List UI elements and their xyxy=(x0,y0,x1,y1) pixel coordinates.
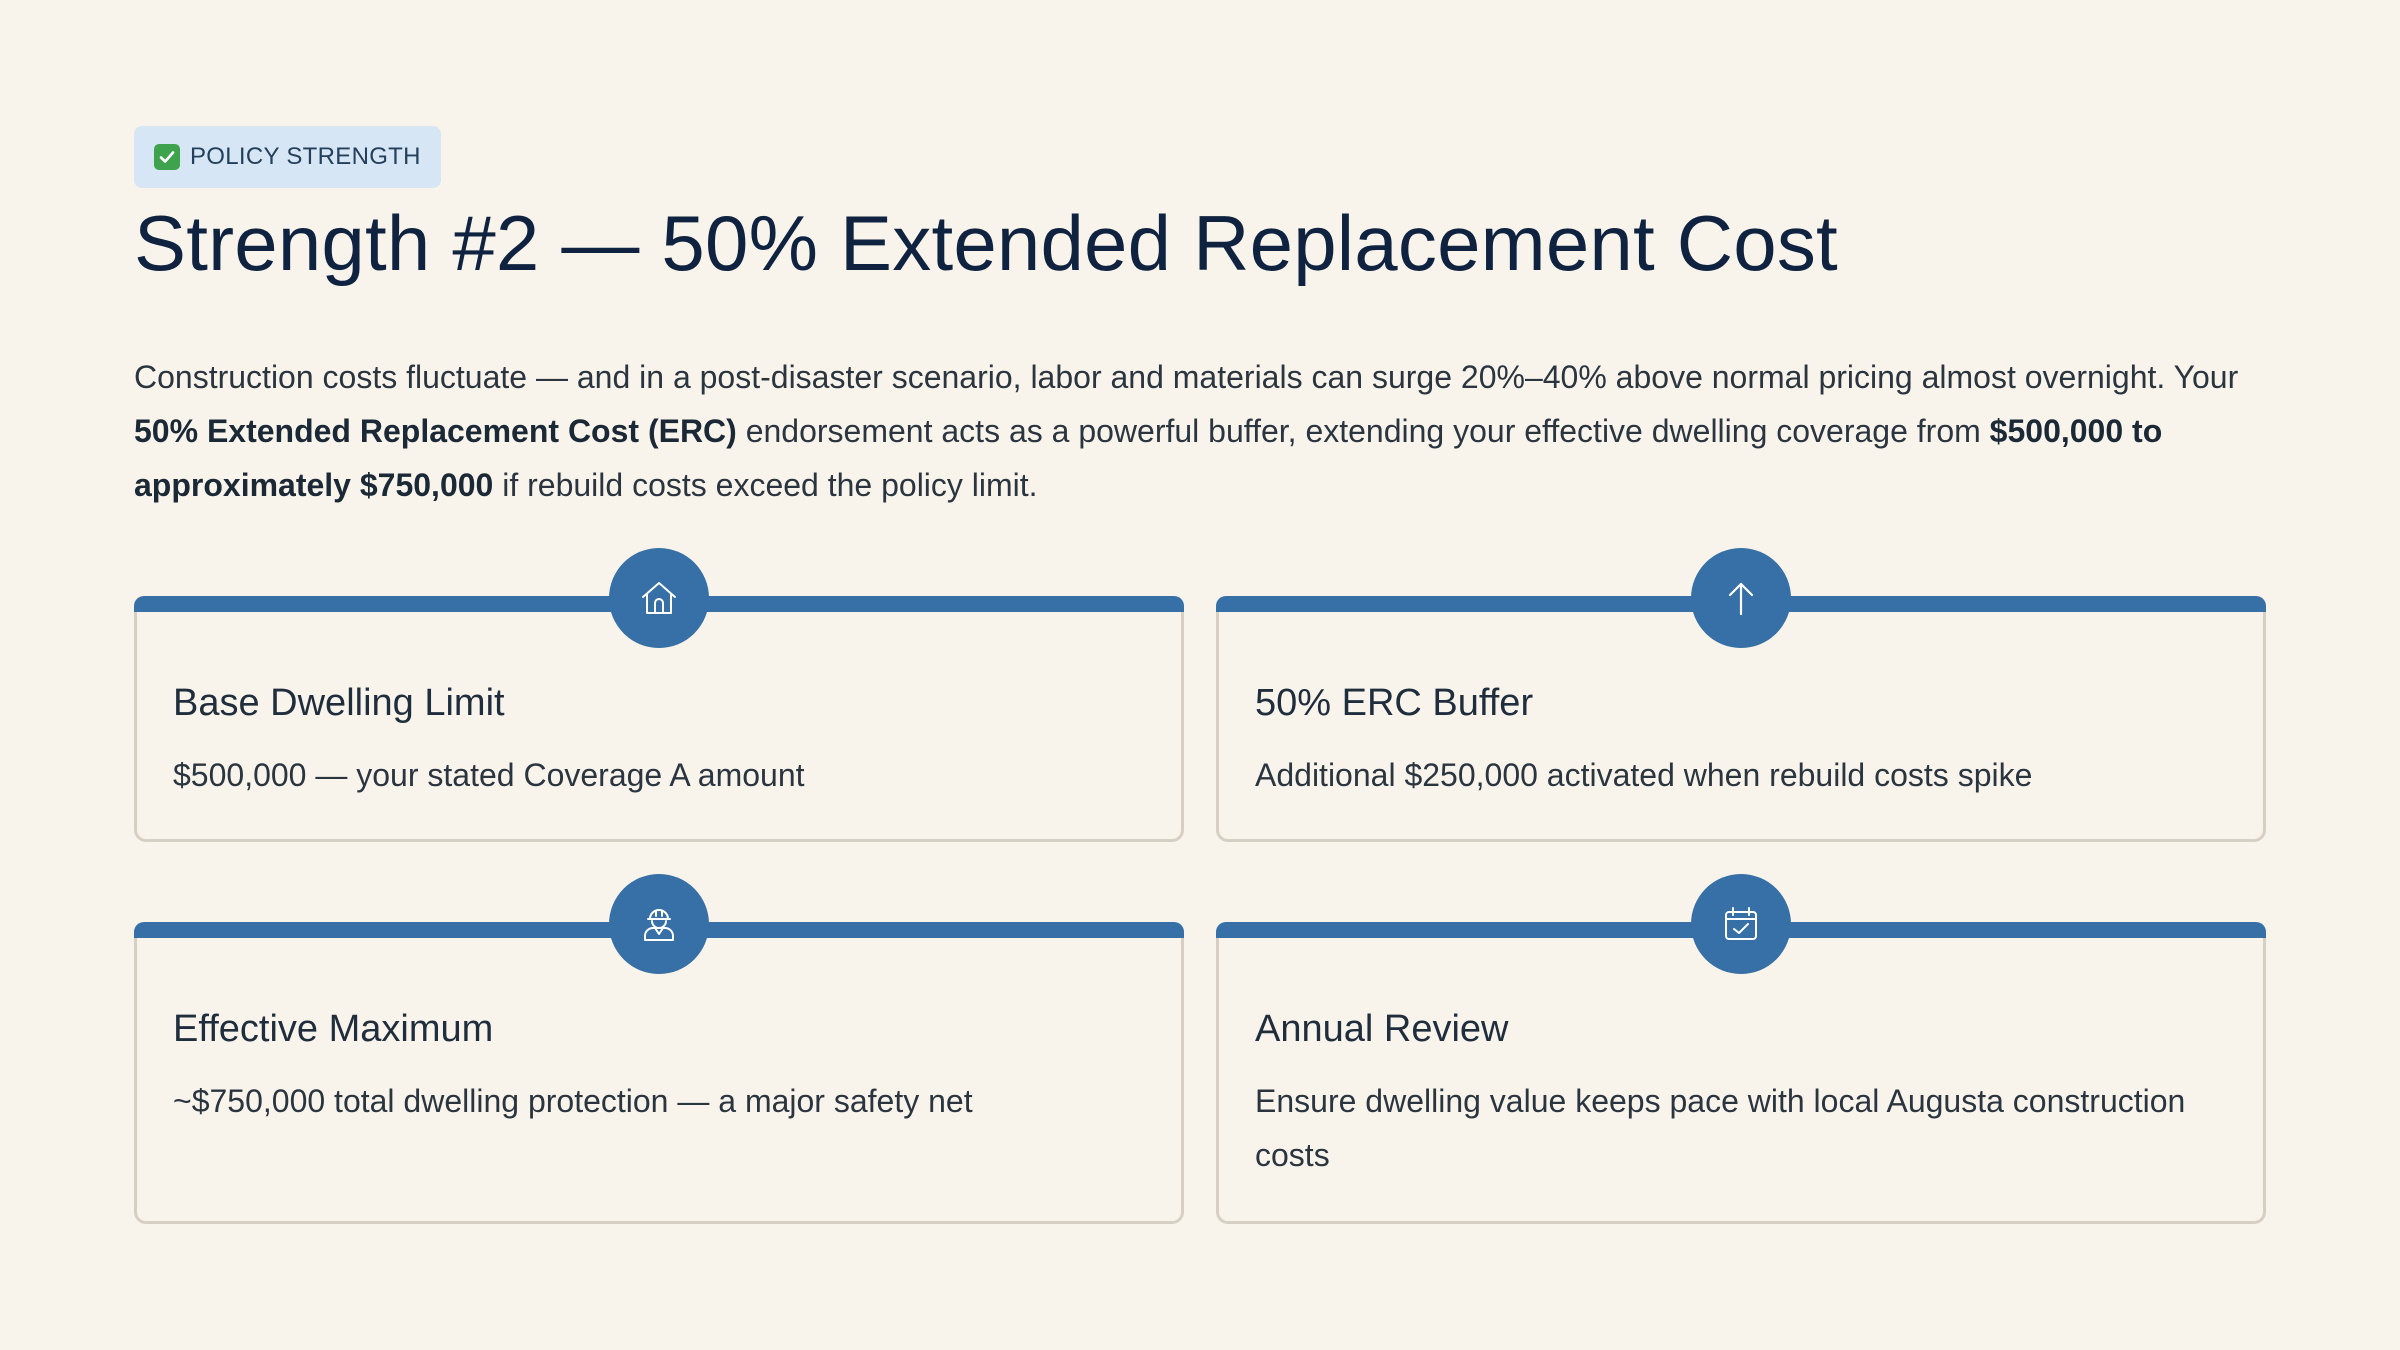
card-description: Additional $250,000 activated when rebui… xyxy=(1255,757,2033,793)
card-annual-review: Annual Review Ensure dwelling value keep… xyxy=(1216,874,2266,1224)
card-description: Ensure dwelling value keeps pace with lo… xyxy=(1255,1083,2186,1173)
intro-text-1: Construction costs fluctuate — and in a … xyxy=(134,359,2239,395)
page-title: Strength #2 — 50% Extended Replacement C… xyxy=(134,199,1838,287)
intro-paragraph: Construction costs fluctuate — and in a … xyxy=(134,350,2274,512)
intro-bold-2: $500,000 to approximately $750,000 xyxy=(134,413,2163,503)
badge-label: POLICY STRENGTH xyxy=(190,143,421,170)
calendar-check-icon xyxy=(1691,874,1791,974)
card-title: Base Dwelling Limit xyxy=(173,682,505,724)
arrow-up-icon xyxy=(1691,548,1791,648)
card-base-dwelling-limit: Base Dwelling Limit $500,000 — your stat… xyxy=(134,548,1184,842)
intro-text-2: endorsement acts as a powerful buffer, e… xyxy=(736,413,1990,449)
intro-bold-1: 50% Extended Replacement Cost (ERC) xyxy=(134,413,737,449)
house-icon xyxy=(609,548,709,648)
card-effective-maximum: Effective Maximum ~$750,000 total dwelli… xyxy=(134,874,1184,1224)
construction-worker-icon xyxy=(609,874,709,974)
card-title: Annual Review xyxy=(1255,1008,1509,1050)
card-title: Effective Maximum xyxy=(173,1008,494,1050)
policy-strength-badge: POLICY STRENGTH xyxy=(134,126,441,188)
card-erc-buffer: 50% ERC Buffer Additional $250,000 activ… xyxy=(1216,548,2266,842)
card-description: $500,000 — your stated Coverage A amount xyxy=(173,757,805,793)
card-description: ~$750,000 total dwelling protection — a … xyxy=(173,1083,973,1119)
card-title: 50% ERC Buffer xyxy=(1255,682,1534,724)
intro-text-3: if rebuild costs exceed the policy limit… xyxy=(493,467,1038,503)
check-mark-icon xyxy=(154,144,180,170)
